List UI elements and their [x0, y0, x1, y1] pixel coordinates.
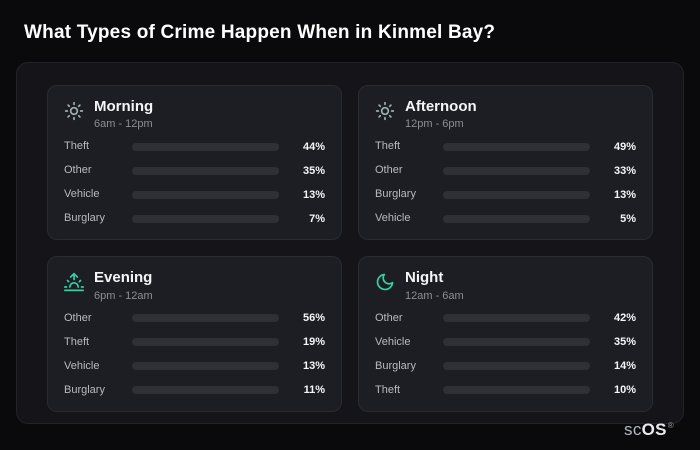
card-header: Afternoon 12pm - 6pm	[375, 98, 636, 130]
bar-label: Burglary	[375, 359, 416, 372]
bar-value: 13%	[613, 188, 636, 201]
bar-row: Vehicle 5%	[375, 212, 636, 225]
bar-row: Other 56%	[64, 312, 325, 325]
bar-rows: Theft 44% Other 35% Vehicle 13% Burglary…	[64, 140, 325, 225]
bar-label: Theft	[375, 383, 401, 396]
bar-value: 14%	[613, 360, 636, 372]
bar-track	[132, 386, 279, 394]
card-titles: Morning 6am - 12pm	[94, 98, 153, 130]
bar-track	[132, 314, 279, 322]
bar-row: Vehicle 13%	[64, 188, 325, 201]
card-titles: Night 12am - 6am	[405, 269, 464, 301]
bar-label: Other	[64, 311, 92, 324]
bar-value: 19%	[302, 336, 325, 348]
card-subtitle: 6am - 12pm	[94, 118, 153, 131]
bar-row: Burglary 14%	[375, 360, 636, 373]
bar-rows: Theft 49% Other 33% Burglary 13% Vehicle…	[375, 140, 636, 225]
bar-row: Theft 49%	[375, 140, 636, 153]
bar-track	[443, 190, 590, 199]
bar-label: Other	[375, 311, 403, 324]
bar-rows: Other 56% Theft 19% Vehicle 13% Burglary…	[64, 312, 325, 397]
bar-track	[443, 338, 590, 346]
bar-row: Theft 19%	[64, 336, 325, 349]
bar-value: 5%	[620, 212, 636, 225]
card-title: Afternoon	[405, 98, 477, 115]
bar-row: Burglary 7%	[64, 212, 325, 225]
bar-track	[132, 338, 279, 346]
dashboard-panel: Morning 6am - 12pm Theft 44% Other 35% V…	[16, 62, 684, 424]
bar-value: 11%	[303, 384, 325, 396]
bar-label: Theft	[64, 140, 90, 153]
bar-row: Theft 44%	[64, 140, 325, 153]
bar-rows: Other 42% Vehicle 35% Burglary 14% Theft…	[375, 312, 636, 397]
card-subtitle: 12pm - 6pm	[405, 118, 464, 131]
bar-row: Vehicle 13%	[64, 360, 325, 373]
card-subtitle: 12am - 6am	[405, 289, 464, 302]
sunrise-icon	[64, 272, 84, 292]
bar-row: Other 35%	[64, 164, 325, 177]
card-title: Evening	[94, 269, 153, 287]
bar-row: Other 33%	[375, 164, 636, 177]
brand-suffix: OS	[641, 420, 667, 439]
bar-label: Vehicle	[64, 188, 100, 201]
bar-track	[132, 214, 279, 223]
bar-track	[132, 142, 279, 151]
bar-label: Other	[64, 164, 92, 177]
card-header: Evening 6pm - 12am	[64, 269, 325, 302]
bar-value: 13%	[302, 188, 325, 201]
card-title: Morning	[94, 98, 154, 115]
bar-row: Other 42%	[375, 312, 636, 325]
bar-label: Theft	[64, 335, 90, 348]
bar-track	[132, 362, 279, 370]
bar-value: 33%	[613, 164, 636, 177]
bar-row: Vehicle 35%	[375, 336, 636, 349]
sun-icon	[375, 101, 395, 121]
card-morning: Morning 6am - 12pm Theft 44% Other 35% V…	[47, 85, 342, 241]
card-subtitle: 6pm - 12am	[94, 289, 153, 302]
bar-value: 13%	[302, 360, 325, 372]
card-header: Night 12am - 6am	[375, 269, 636, 302]
bar-track	[132, 166, 279, 175]
card-evening: Evening 6pm - 12am Other 56% Theft 19% V…	[47, 256, 342, 412]
bar-value: 56%	[302, 312, 325, 324]
bar-label: Vehicle	[64, 359, 100, 372]
bar-label: Burglary	[375, 188, 416, 201]
moon-icon	[375, 272, 395, 292]
card-night: Night 12am - 6am Other 42% Vehicle 35% B…	[358, 256, 653, 412]
bar-label: Vehicle	[375, 335, 411, 348]
bar-track	[443, 166, 590, 175]
sun-icon	[64, 101, 84, 121]
bar-value: 10%	[613, 384, 636, 396]
bar-label: Other	[375, 164, 403, 177]
bar-track	[132, 190, 279, 199]
bar-value: 42%	[613, 312, 636, 324]
bar-value: 35%	[613, 336, 636, 348]
bar-track	[443, 386, 590, 394]
page-title: What Types of Crime Happen When in Kinme…	[24, 22, 496, 43]
bar-track	[443, 314, 590, 322]
bar-label: Vehicle	[375, 212, 411, 225]
bar-row: Theft 10%	[375, 384, 636, 397]
bar-row: Burglary 13%	[375, 188, 636, 201]
bar-value: 44%	[302, 140, 325, 153]
card-afternoon: Afternoon 12pm - 6pm Theft 49% Other 33%…	[358, 85, 653, 241]
bar-label: Burglary	[64, 212, 105, 225]
bar-value: 7%	[309, 212, 325, 225]
registered-mark: ®	[667, 421, 674, 431]
card-header: Morning 6am - 12pm	[64, 98, 325, 130]
card-titles: Afternoon 12pm - 6pm	[405, 98, 477, 130]
bar-track	[443, 214, 590, 223]
bar-value: 35%	[302, 164, 325, 177]
card-title: Night	[405, 269, 444, 287]
bar-row: Burglary 11%	[64, 384, 325, 397]
bar-label: Theft	[375, 140, 401, 153]
bar-track	[443, 362, 590, 370]
brand-prefix: sc	[624, 420, 642, 439]
card-titles: Evening 6pm - 12am	[94, 269, 153, 301]
brand-logo: scOS®	[624, 421, 674, 438]
bar-label: Burglary	[64, 383, 105, 396]
bar-value: 49%	[613, 140, 636, 153]
bar-track	[443, 142, 590, 151]
